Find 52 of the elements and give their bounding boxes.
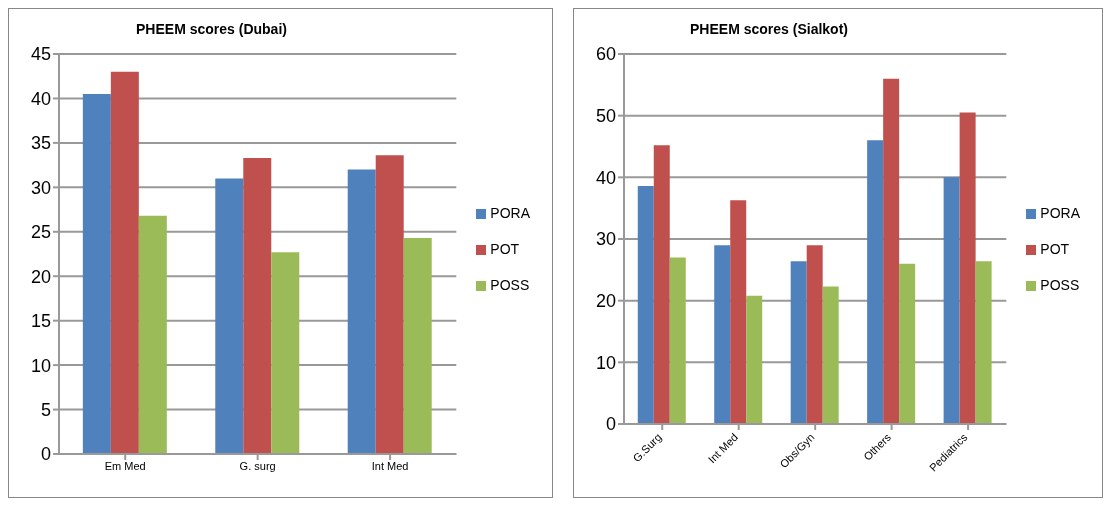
y-tick-label: 30 xyxy=(595,229,616,250)
y-tick-label: 0 xyxy=(605,414,616,435)
x-tick-label: Int Med xyxy=(371,459,409,472)
chart-title: PHEEM scores (Sialkot) xyxy=(689,21,849,37)
legend-label: PORA xyxy=(490,205,530,221)
bar xyxy=(943,177,960,424)
bar xyxy=(730,200,747,424)
bar xyxy=(637,185,654,424)
legend-label: POSS xyxy=(1040,277,1080,293)
y-tick-label: 15 xyxy=(30,311,51,332)
bar xyxy=(746,295,763,424)
chart-title: PHEEM scores (Dubai) xyxy=(135,21,288,37)
y-tick-label: 40 xyxy=(595,167,616,188)
legend-label: POT xyxy=(490,241,520,257)
bar xyxy=(822,286,839,424)
y-tick-label: 0 xyxy=(40,444,51,465)
bar xyxy=(82,94,111,454)
bar xyxy=(653,145,670,424)
bar xyxy=(138,215,167,454)
bar xyxy=(243,158,272,454)
bar xyxy=(959,112,976,424)
bar xyxy=(883,78,900,424)
y-tick-label: 35 xyxy=(30,133,51,154)
y-tick-label: 20 xyxy=(595,291,616,312)
legend-label: POSS xyxy=(490,277,530,293)
y-tick-label: 50 xyxy=(595,106,616,127)
bar xyxy=(806,245,823,424)
legend-label: PORA xyxy=(1040,205,1080,221)
bar xyxy=(790,261,807,424)
bar xyxy=(403,238,432,454)
legend-label: POT xyxy=(1040,241,1070,257)
bar xyxy=(867,140,884,424)
bar xyxy=(110,71,139,454)
x-tick-label: G. surg xyxy=(239,459,276,472)
bar xyxy=(215,178,244,454)
bar xyxy=(669,257,686,424)
x-tick-label: Em Med xyxy=(104,459,146,472)
bar xyxy=(375,155,404,454)
bar xyxy=(714,245,731,424)
y-tick-label: 20 xyxy=(30,266,51,287)
y-tick-label: 40 xyxy=(30,88,51,109)
bar xyxy=(347,169,376,454)
bar xyxy=(975,261,992,424)
bar xyxy=(271,252,300,454)
y-tick-label: 25 xyxy=(30,222,51,243)
bar xyxy=(899,263,916,424)
y-tick-label: 5 xyxy=(40,399,51,420)
y-tick-label: 45 xyxy=(30,44,51,65)
y-tick-label: 10 xyxy=(595,352,616,373)
y-tick-label: 10 xyxy=(30,355,51,376)
y-tick-label: 30 xyxy=(30,177,51,198)
y-tick-label: 60 xyxy=(595,44,616,65)
